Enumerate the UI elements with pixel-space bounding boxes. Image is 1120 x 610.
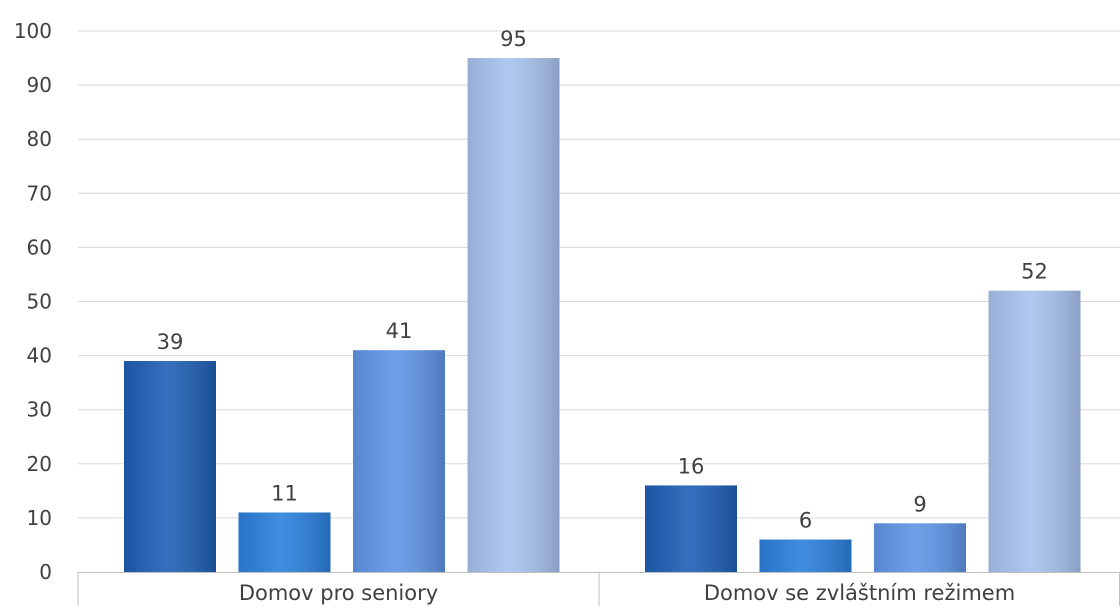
- y-tick-label: 10: [27, 506, 52, 530]
- y-tick-label: 90: [27, 73, 52, 97]
- bar-shading: [124, 361, 216, 572]
- bar-shading: [988, 290, 1081, 572]
- data-label: 16: [678, 454, 705, 478]
- y-tick-label: 80: [27, 127, 52, 151]
- y-tick-label: 70: [27, 181, 52, 205]
- data-labels: 39 11 41 95 16 6 9 52: [157, 27, 1048, 532]
- bar-shading: [874, 523, 966, 572]
- data-label: 9: [913, 492, 926, 516]
- data-label: 39: [157, 330, 184, 354]
- y-axis-tick-labels: 0 10 20 30 40 50 60 70 80 90 100: [14, 19, 52, 584]
- bars: [124, 58, 1081, 573]
- bar-shading: [353, 350, 445, 572]
- y-tick-label: 50: [27, 290, 52, 314]
- bar-shading: [467, 58, 560, 573]
- bar-shading: [759, 539, 852, 572]
- data-label: 11: [271, 481, 298, 505]
- y-tick-label: 0: [39, 560, 52, 584]
- y-tick-label: 30: [27, 398, 52, 422]
- data-label: 52: [1021, 260, 1048, 284]
- data-label: 95: [500, 27, 527, 51]
- y-tick-label: 40: [27, 344, 52, 368]
- data-label: 6: [799, 509, 812, 533]
- data-label: 41: [386, 319, 413, 343]
- x-category-label: Domov se zvláštním režimem: [704, 581, 1015, 605]
- gridlines: [78, 30, 1120, 519]
- y-tick-label: 100: [14, 19, 52, 43]
- x-axis-category-labels: Domov pro seniory Domov se zvláštním reži…: [239, 581, 1015, 605]
- bar-shading: [238, 512, 331, 572]
- bar-shading: [645, 485, 737, 572]
- x-category-label: Domov pro seniory: [239, 581, 438, 605]
- y-tick-label: 20: [27, 452, 52, 476]
- y-tick-label: 60: [27, 235, 52, 259]
